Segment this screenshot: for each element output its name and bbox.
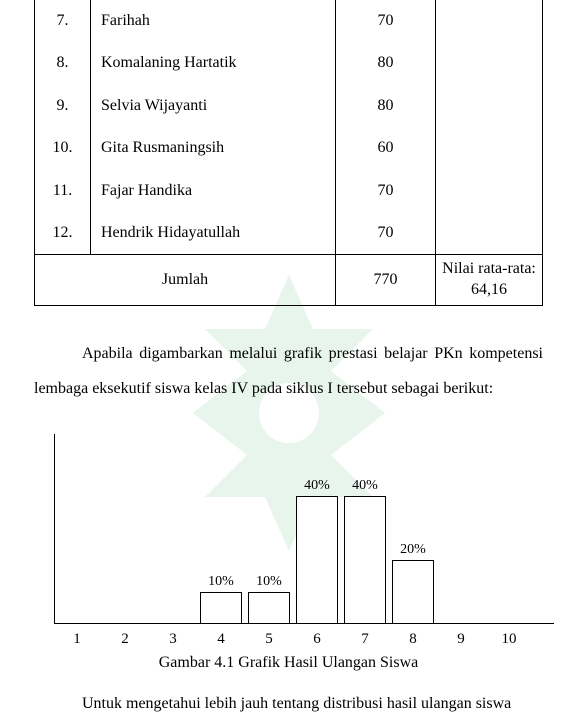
row-number: 7. [35,0,91,42]
bar [248,592,290,624]
bar [344,496,386,624]
student-score: 70 [336,212,436,255]
x-tick-label: 10 [488,631,530,648]
student-name: Fajar Handika [91,170,336,212]
bar-chart: 10%10% 40%40% 20% 123456789 10 Gambar 4.1 G… [34,424,543,672]
student-name: Selvia Wijayanti [91,85,336,127]
x-tick-label: 6 [296,631,338,648]
score-table: 7.Farihah708.Komalaning Hartatik809.Selv… [34,0,543,306]
bar [200,592,242,624]
bar [296,496,338,624]
bar-value-label: 10% [196,574,246,590]
table-row: 7.Farihah70 [35,0,543,42]
student-score: 70 [336,170,436,212]
bar-value-label: 20% [388,542,438,558]
x-tick-label: 8 [392,631,434,648]
chart-caption: Gambar 4.1 Grafik Hasil Ulangan Siswa [34,654,543,672]
student-score: 80 [336,85,436,127]
row-number: 9. [35,85,91,127]
row-number: 12. [35,212,91,255]
x-tick-label: 3 [152,631,194,648]
note-cell [436,0,543,255]
total-label: Jumlah [35,255,336,306]
bar-value-label: 40% [292,478,342,494]
student-name: Hendrik Hidayatullah [91,212,336,255]
bar [392,560,434,624]
student-score: 80 [336,42,436,84]
x-tick-label: 1 [56,631,98,648]
row-number: 10. [35,127,91,169]
avg-label: Nilai rata-rata: [442,260,536,277]
x-tick-label: 7 [344,631,386,648]
row-number: 11. [35,170,91,212]
closing-paragraph: Untuk mengetahui lebih jauh tentang dist… [34,686,543,721]
row-number: 8. [35,42,91,84]
student-score: 70 [336,0,436,42]
student-name: Komalaning Hartatik [91,42,336,84]
total-row: Jumlah770 Nilai rata-rata: 64,16 [35,255,543,306]
x-tick-label: 5 [248,631,290,648]
intro-paragraph: Apabila digambarkan melalui grafik prest… [34,336,543,406]
x-tick-label: 2 [104,631,146,648]
average-cell: Nilai rata-rata: 64,16 [436,255,543,306]
x-tick-label: 4 [200,631,242,648]
bar-value-label: 10% [244,574,294,590]
student-name: Farihah [91,0,336,42]
student-name: Gita Rusmaningsih [91,127,336,169]
avg-value: 64,16 [471,281,507,298]
bar-value-label: 40% [340,478,390,494]
x-tick-label: 9 [440,631,482,648]
student-score: 60 [336,127,436,169]
total-value: 770 [336,255,436,306]
